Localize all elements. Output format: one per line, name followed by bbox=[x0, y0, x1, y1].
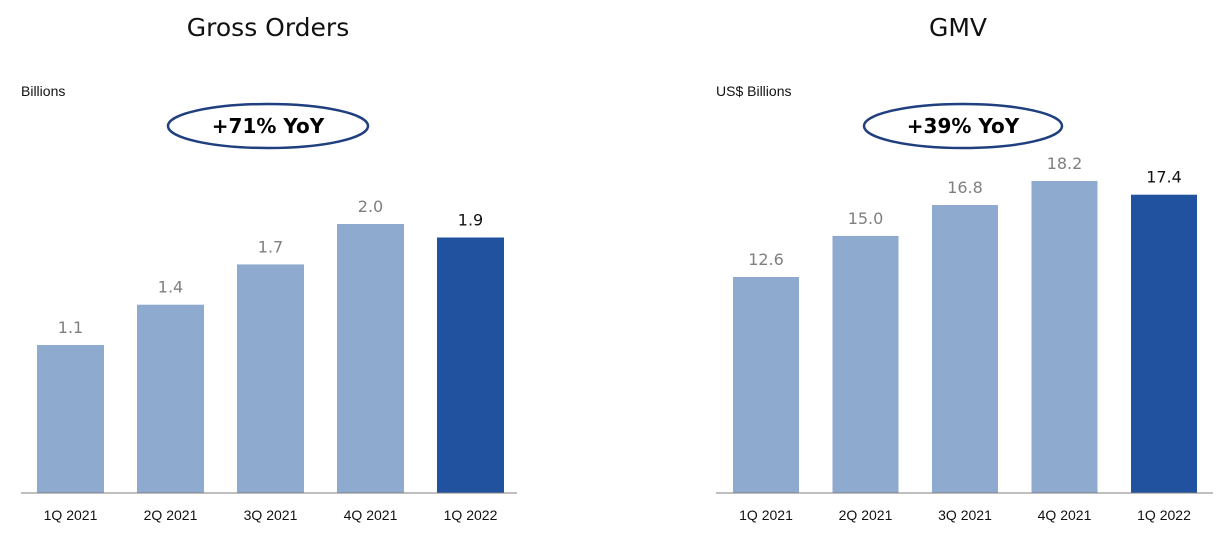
gmv-bar-5 bbox=[1131, 194, 1197, 493]
gross-orders-value-label-4: 2.0 bbox=[358, 197, 383, 216]
gmv-bar-1 bbox=[733, 277, 799, 493]
gross-orders-bar-5 bbox=[437, 237, 504, 493]
gross-orders-value-label-5: 1.9 bbox=[458, 211, 483, 230]
gross-orders-callout-text: +71% YoY bbox=[212, 114, 325, 138]
gross-orders-value-label-3: 1.7 bbox=[258, 237, 283, 256]
gross-orders-bar-2 bbox=[137, 304, 204, 493]
gross-orders-bar-4 bbox=[337, 224, 404, 493]
gross-orders-tick-label-2: 2Q 2021 bbox=[144, 507, 198, 523]
gmv-chart: GMV US$ Billions +39% YoY 12.6 1Q 2021 15.… bbox=[716, 13, 1213, 523]
gross-orders-title: Gross Orders bbox=[187, 13, 349, 42]
gmv-value-label-5: 17.4 bbox=[1146, 168, 1182, 187]
gmv-bar-3 bbox=[932, 205, 998, 493]
gmv-callout-text: +39% YoY bbox=[907, 114, 1020, 138]
gmv-tick-label-4: 4Q 2021 bbox=[1038, 507, 1092, 523]
gross-orders-tick-label-3: 3Q 2021 bbox=[244, 507, 298, 523]
gmv-bars: 12.6 1Q 2021 15.0 2Q 2021 16.8 3Q 2021 18.2 4Q … bbox=[733, 154, 1197, 523]
gmv-value-label-1: 12.6 bbox=[748, 250, 784, 269]
gmv-bar-2 bbox=[832, 235, 899, 493]
gross-orders-value-label-2: 1.4 bbox=[158, 278, 183, 297]
gmv-title: GMV bbox=[929, 13, 987, 42]
gmv-tick-label-2: 2Q 2021 bbox=[839, 507, 893, 523]
gmv-bar-4 bbox=[1031, 181, 1098, 493]
gross-orders-bar-3 bbox=[237, 264, 304, 494]
gmv-value-label-3: 16.8 bbox=[947, 178, 983, 197]
gross-orders-chart: Gross Orders Billions +71% YoY 1.1 1Q 202… bbox=[21, 13, 517, 523]
gross-orders-tick-label-1: 1Q 2021 bbox=[44, 507, 98, 523]
gmv-value-label-2: 15.0 bbox=[848, 209, 884, 228]
gmv-callout-ellipse bbox=[862, 102, 1064, 150]
gross-orders-tick-label-5: 1Q 2022 bbox=[444, 507, 498, 523]
gross-orders-bar-1 bbox=[37, 345, 104, 493]
gross-orders-unit-label: Billions bbox=[21, 83, 65, 99]
gross-orders-tick-label-4: 4Q 2021 bbox=[344, 507, 398, 523]
gmv-tick-label-5: 1Q 2022 bbox=[1137, 507, 1191, 523]
gmv-unit-label: US$ Billions bbox=[716, 83, 791, 99]
gross-orders-value-label-1: 1.1 bbox=[58, 318, 83, 337]
gross-orders-callout-ellipse bbox=[166, 102, 370, 150]
gmv-value-label-4: 18.2 bbox=[1047, 154, 1083, 173]
gmv-tick-label-1: 1Q 2021 bbox=[739, 507, 793, 523]
gross-orders-bars: 1.1 1Q 2021 1.4 2Q 2021 1.7 3Q 2021 2.0 4Q 2021… bbox=[37, 197, 504, 523]
gmv-tick-label-3: 3Q 2021 bbox=[938, 507, 992, 523]
